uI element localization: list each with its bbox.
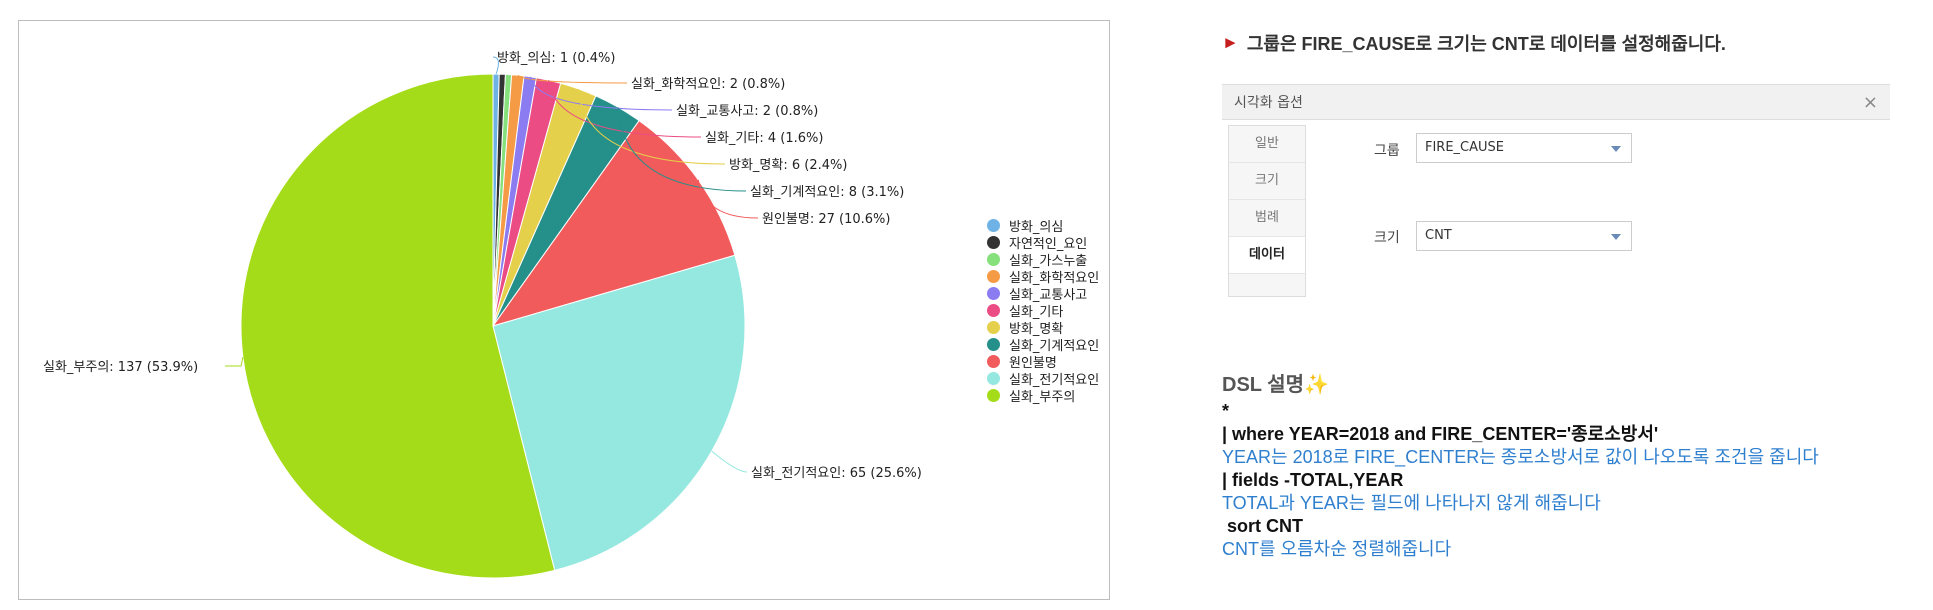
label-leader-line [548, 80, 702, 138]
viz-options-tabs: 일반 크기 범례 데이터 [1228, 125, 1306, 297]
legend-label: 실화_가스누출 [1009, 254, 1088, 269]
data-label: 원인불명: 27 (10.6%) [762, 212, 890, 227]
data-label: 실화_교통사고: 2 (0.8%) [676, 104, 818, 119]
visualization-options-panel: 시각화 옵션 × 일반 크기 범례 데이터 그룹 FIRE_CAUSE 크기 C… [1222, 84, 1890, 297]
legend-item[interactable]: 실화_부주의 [987, 387, 1099, 405]
legend-swatch [987, 253, 1000, 266]
legend-item[interactable]: 방화_명확 [987, 319, 1099, 337]
tab-data[interactable]: 데이터 [1229, 237, 1305, 274]
legend-item[interactable]: 실화_가스누출 [987, 251, 1099, 269]
dsl-description-line: YEAR는 2018로 FIRE_CENTER는 종로소방서로 값이 나오도록 … [1222, 447, 1819, 467]
legend-item[interactable]: 원인불명 [987, 353, 1099, 371]
legend-label: 원인불명 [1009, 356, 1057, 371]
label-leader-line [617, 107, 747, 192]
instruction-text: ► 그룹은 FIRE_CAUSE로 크기는 CNT로 데이터를 설정해줍니다. [1222, 30, 1726, 56]
legend-swatch [987, 321, 1000, 334]
size-select[interactable]: CNT [1416, 221, 1632, 251]
tab-general[interactable]: 일반 [1229, 126, 1305, 163]
legend-label: 방화_의심 [1009, 220, 1064, 235]
legend-swatch [987, 304, 1000, 317]
data-label: 방화_명확: 6 (2.4%) [729, 158, 847, 173]
legend-swatch [987, 219, 1000, 232]
dsl-description-line: TOTAL과 YEAR는 필드에 나타나지 않게 해줍니다 [1222, 493, 1601, 513]
size-select-value: CNT [1425, 228, 1452, 243]
explanation-panel: ► 그룹은 FIRE_CAUSE로 크기는 CNT로 데이터를 설정해줍니다. … [1222, 0, 1922, 610]
label-leader-line [529, 76, 673, 111]
size-field-label: 크기 [1374, 230, 1400, 246]
chevron-down-icon [1611, 146, 1621, 152]
legend-swatch [987, 389, 1000, 402]
data-label: 방화_의심: 1 (0.4%) [497, 51, 615, 66]
legend-label: 방화_명확 [1009, 322, 1064, 337]
pointer-arrow-icon: ► [1222, 33, 1239, 52]
legend-label: 실화_교통사고 [1009, 288, 1088, 303]
legend-swatch [987, 338, 1000, 351]
legend-swatch [987, 236, 1000, 249]
legend-item[interactable]: 자연적인_요인 [987, 234, 1099, 252]
dsl-code-line: sort CNT [1222, 516, 1303, 536]
dsl-description-line: CNT를 오름차순 정렬해줍니다 [1222, 539, 1452, 559]
legend-item[interactable]: 실화_기타 [987, 302, 1099, 320]
legend-item[interactable]: 실화_화학적요인 [987, 268, 1100, 286]
group-select-value: FIRE_CAUSE [1425, 140, 1505, 155]
legend-swatch [987, 287, 1000, 300]
dsl-code-line: | where YEAR=2018 and FIRE_CENTER='종로소방서… [1222, 424, 1659, 444]
legend-label: 실화_기타 [1009, 305, 1064, 320]
legend-item[interactable]: 실화_전기적요인 [987, 370, 1100, 388]
dsl-code-line: * [1222, 401, 1230, 421]
label-leader-line [492, 56, 499, 75]
chevron-down-icon [1611, 234, 1621, 240]
tab-legend[interactable]: 범례 [1229, 200, 1305, 237]
label-leader-line [711, 450, 748, 473]
pie-chart: 방화_의심: 1 (0.4%) 실화_화학적요인: 2 (0.8%) 실화_교통사고… [43, 51, 922, 579]
label-leader-line [578, 88, 726, 165]
legend-item[interactable]: 방화_의심 [987, 217, 1099, 235]
legend-label: 실화_기계적요인 [1009, 339, 1100, 354]
dsl-code-line: | fields -TOTAL,YEAR [1222, 470, 1404, 490]
data-label: 실화_기타: 4 (1.6%) [705, 131, 823, 146]
legend-label: 실화_전기적요인 [1009, 373, 1100, 388]
group-select[interactable]: FIRE_CAUSE [1416, 133, 1632, 163]
legend-swatch [987, 355, 1000, 368]
legend-swatch [987, 372, 1000, 385]
legend-item[interactable]: 실화_기계적요인 [987, 336, 1100, 354]
label-leader-line [225, 356, 244, 367]
pie-chart-panel: 방화_의심: 1 (0.4%) 실화_화학적요인: 2 (0.8%) 실화_교통사고… [18, 20, 1110, 600]
legend-label: 실화_부주의 [1009, 390, 1076, 405]
data-label: 실화_화학적요인: 2 (0.8%) [631, 77, 785, 92]
data-label: 실화_기계적요인: 8 (3.1%) [750, 185, 904, 200]
dsl-title: DSL 설명✨ [1222, 374, 1329, 396]
pie-slice[interactable] [492, 254, 746, 571]
instruction-label: 그룹은 FIRE_CAUSE로 크기는 CNT로 데이터를 설정해줍니다. [1246, 34, 1726, 54]
legend-label: 실화_화학적요인 [1009, 271, 1100, 286]
data-label: 실화_부주의: 137 (53.9%) [43, 360, 198, 375]
dsl-lines: * | where YEAR=2018 and FIRE_CENTER='종로소방… [1222, 400, 1819, 561]
pie-slice[interactable] [240, 73, 556, 579]
close-icon[interactable]: × [1862, 91, 1878, 113]
label-leader-line [697, 179, 759, 219]
viz-options-title: 시각화 옵션 [1234, 95, 1303, 111]
data-label: 실화_전기적요인: 65 (25.6%) [751, 466, 922, 481]
legend-item[interactable]: 실화_교통사고 [987, 285, 1099, 303]
legend-swatch [987, 270, 1000, 283]
legend-label: 자연적인_요인 [1009, 237, 1088, 252]
tab-size[interactable]: 크기 [1229, 163, 1305, 200]
viz-options-header: 시각화 옵션 × [1222, 85, 1890, 120]
group-field-label: 그룹 [1374, 143, 1400, 159]
